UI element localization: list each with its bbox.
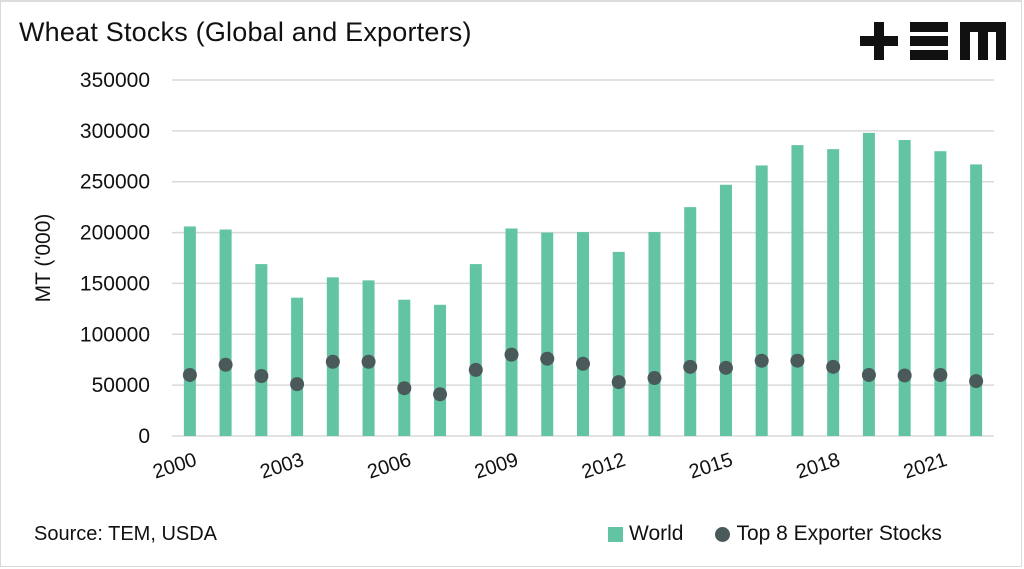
bar-world-2015 bbox=[719, 184, 732, 436]
x-tick-label: 2009 bbox=[472, 449, 521, 484]
bar-world-2017 bbox=[791, 145, 804, 436]
bar-world-2012 bbox=[612, 251, 625, 436]
bar-world-2014 bbox=[684, 207, 697, 436]
chart-title: Wheat Stocks (Global and Exporters) bbox=[19, 17, 472, 47]
dot-exporters-2004 bbox=[325, 354, 340, 369]
tem-logo bbox=[860, 22, 1006, 60]
dot-exporters-2005 bbox=[361, 354, 376, 369]
dot-exporters-2002 bbox=[254, 368, 269, 383]
x-tick-label: 2018 bbox=[794, 449, 843, 484]
dot-exporters-2006 bbox=[397, 381, 412, 396]
x-tick-label: 2015 bbox=[686, 449, 735, 484]
bar-world-2002 bbox=[255, 264, 268, 436]
x-tick-label: 2021 bbox=[901, 449, 950, 484]
bar-world-2022 bbox=[970, 164, 983, 436]
dot-exporters-2011 bbox=[576, 356, 590, 371]
bar-world-2013 bbox=[648, 232, 661, 436]
x-tick-label: 2012 bbox=[579, 449, 628, 484]
legend-world-label: World bbox=[629, 522, 684, 545]
dot-exporters-2015 bbox=[718, 360, 733, 375]
logo-e-icon bbox=[910, 22, 948, 32]
bar-world-2001 bbox=[219, 229, 232, 436]
bar-world-2000 bbox=[183, 226, 196, 436]
dot-exporters-2019 bbox=[861, 367, 876, 382]
y-tick-label: 150000 bbox=[80, 272, 150, 295]
dot-exporters-2010 bbox=[540, 351, 555, 366]
bar-world-2008 bbox=[469, 264, 482, 436]
dot-exporters-2018 bbox=[826, 359, 841, 374]
bar-world-2019 bbox=[862, 132, 875, 437]
y-tick-label: 0 bbox=[138, 425, 150, 448]
y-axis-ticks: 0 50000 100000 150000 200000 250000 300000 3500… bbox=[80, 69, 150, 448]
dot-exporters-2017 bbox=[790, 353, 805, 368]
y-tick-label: 300000 bbox=[80, 120, 150, 143]
dot-exporters-2014 bbox=[683, 359, 698, 374]
x-tick-label: 2000 bbox=[150, 449, 199, 484]
y-tick-label: 50000 bbox=[92, 374, 150, 397]
legend-exporters-swatch bbox=[715, 526, 731, 542]
dot-exporters-2009 bbox=[504, 347, 519, 362]
x-tick-label: 2006 bbox=[365, 449, 414, 484]
dot-exporters-2013 bbox=[647, 371, 662, 386]
world-bars bbox=[183, 132, 983, 437]
source-note: Source: TEM, USDA bbox=[34, 523, 218, 545]
bar-world-2011 bbox=[577, 232, 589, 436]
dot-exporters-2012 bbox=[611, 375, 626, 390]
bar-world-2006 bbox=[398, 299, 411, 436]
bar-world-2021 bbox=[934, 151, 947, 436]
x-axis-ticks: 2000 2003 2006 2009 2012 2015 2018 2021 bbox=[150, 449, 950, 484]
y-axis-label: MT ('000) bbox=[32, 214, 55, 303]
bar-world-2016 bbox=[755, 165, 768, 436]
dot-exporters-2000 bbox=[182, 367, 197, 382]
y-tick-label: 100000 bbox=[80, 323, 150, 346]
exporter-dots bbox=[182, 347, 984, 402]
dot-exporters-2008 bbox=[468, 362, 483, 377]
dot-exporters-2001 bbox=[218, 357, 233, 372]
y-tick-label: 200000 bbox=[80, 222, 150, 245]
dot-exporters-2007 bbox=[433, 387, 448, 402]
bar-world-2010 bbox=[541, 232, 554, 436]
bar-world-2007 bbox=[434, 304, 447, 436]
y-tick-label: 350000 bbox=[80, 69, 150, 92]
dot-exporters-2003 bbox=[290, 377, 305, 392]
legend-exporters-label: Top 8 Exporter Stocks bbox=[736, 522, 942, 545]
dot-exporters-2021 bbox=[933, 367, 948, 382]
y-tick-label: 250000 bbox=[80, 171, 150, 194]
logo-m-icon bbox=[960, 22, 1006, 60]
dot-exporters-2022 bbox=[969, 374, 984, 389]
bar-world-2018 bbox=[827, 149, 840, 436]
bar-world-2009 bbox=[505, 228, 518, 436]
legend-world-swatch bbox=[608, 526, 623, 542]
dot-exporters-2016 bbox=[754, 353, 769, 368]
bar-world-2003 bbox=[291, 297, 304, 436]
legend: World Top 8 Exporter Stocks bbox=[608, 521, 942, 547]
dot-exporters-2020 bbox=[897, 368, 912, 383]
bar-world-2020 bbox=[898, 140, 911, 437]
x-tick-label: 2003 bbox=[258, 449, 307, 484]
